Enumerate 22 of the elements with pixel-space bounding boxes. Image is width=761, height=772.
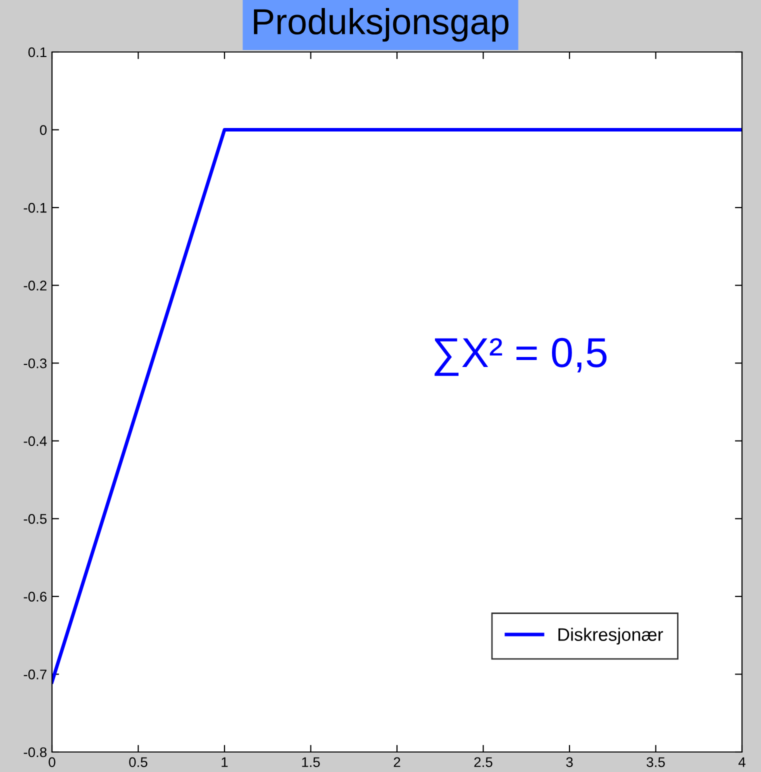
y-tick-label: -0.8 xyxy=(24,747,47,758)
x-tick-label: 1 xyxy=(222,757,228,767)
chart-title: Produksjonsgap xyxy=(254,8,508,42)
y-tick-label: -0.6 xyxy=(24,592,47,602)
y-tick-label: -0.5 xyxy=(24,514,47,524)
x-tick-label: 4 xyxy=(738,757,746,767)
x-tick-label: 0 xyxy=(48,757,56,768)
legend-label: Diskresjonær xyxy=(558,628,664,645)
y-tick-label: -0.2 xyxy=(24,280,46,291)
annotation: ∑X² = 0,5 xyxy=(434,338,607,376)
x-tick-label: 3.5 xyxy=(646,757,665,768)
x-tick-label: 3 xyxy=(566,757,573,768)
x-tick-label: 2.5 xyxy=(474,757,492,768)
x-tick-label: 1.5 xyxy=(302,757,320,768)
y-tick-label: -0.1 xyxy=(24,202,46,213)
x-tick-label: 2 xyxy=(394,757,400,767)
y-tick-label: 0 xyxy=(40,125,47,135)
y-tick-label: -0.3 xyxy=(24,358,47,368)
y-tick-label: -0.4 xyxy=(24,436,47,446)
y-tick-label: -0.7 xyxy=(24,670,46,680)
x-tick-label: 0.5 xyxy=(129,757,148,768)
y-tick-label: 0.1 xyxy=(28,47,46,58)
